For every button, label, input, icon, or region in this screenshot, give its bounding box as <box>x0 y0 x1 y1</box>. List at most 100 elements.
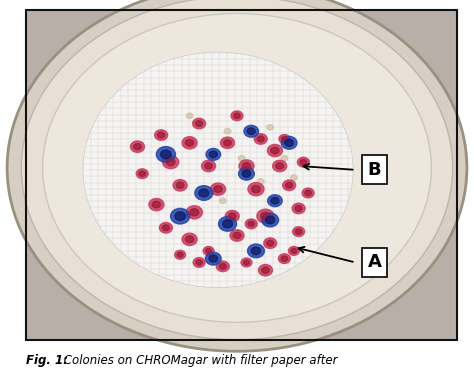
Circle shape <box>247 128 255 134</box>
Bar <box>26 10 457 340</box>
Circle shape <box>210 183 226 195</box>
Circle shape <box>239 160 254 172</box>
Circle shape <box>185 236 194 243</box>
Circle shape <box>297 157 310 167</box>
Ellipse shape <box>43 14 431 322</box>
Circle shape <box>219 263 227 269</box>
Circle shape <box>264 238 277 249</box>
Circle shape <box>225 210 239 222</box>
Circle shape <box>219 198 226 203</box>
Circle shape <box>247 244 264 258</box>
Circle shape <box>244 125 258 137</box>
Circle shape <box>281 256 288 261</box>
Circle shape <box>177 252 183 257</box>
Circle shape <box>176 182 184 188</box>
Circle shape <box>224 140 231 146</box>
Circle shape <box>210 151 217 157</box>
Circle shape <box>295 229 302 234</box>
Circle shape <box>267 125 273 130</box>
Circle shape <box>279 134 290 143</box>
Circle shape <box>186 206 202 219</box>
Circle shape <box>288 247 300 256</box>
Circle shape <box>162 225 170 231</box>
Text: B: B <box>368 161 381 179</box>
Ellipse shape <box>21 0 453 340</box>
Circle shape <box>195 120 203 127</box>
Circle shape <box>242 163 251 169</box>
Circle shape <box>265 216 275 224</box>
Circle shape <box>278 254 291 264</box>
Circle shape <box>271 147 279 154</box>
Circle shape <box>219 217 237 231</box>
Circle shape <box>244 260 249 265</box>
Circle shape <box>195 186 213 200</box>
Circle shape <box>190 209 199 216</box>
Circle shape <box>216 261 229 272</box>
Circle shape <box>285 139 293 146</box>
Circle shape <box>136 169 148 179</box>
Circle shape <box>262 213 279 227</box>
Text: A: A <box>367 254 382 271</box>
Text: Fig. 1:: Fig. 1: <box>26 354 68 367</box>
Circle shape <box>206 149 220 160</box>
Circle shape <box>230 230 244 241</box>
Circle shape <box>238 156 245 161</box>
Circle shape <box>214 186 222 193</box>
Circle shape <box>252 186 260 193</box>
Circle shape <box>268 195 282 207</box>
Circle shape <box>292 227 305 237</box>
Circle shape <box>248 183 264 196</box>
Circle shape <box>285 182 293 188</box>
Circle shape <box>276 163 283 169</box>
Circle shape <box>261 212 270 220</box>
Circle shape <box>182 137 197 149</box>
Circle shape <box>152 201 161 208</box>
Circle shape <box>251 247 261 255</box>
Circle shape <box>196 260 202 265</box>
Circle shape <box>174 250 186 259</box>
Circle shape <box>134 144 141 150</box>
Circle shape <box>231 111 243 121</box>
Circle shape <box>201 160 216 172</box>
Circle shape <box>186 113 193 119</box>
Circle shape <box>248 221 255 227</box>
Circle shape <box>262 267 269 273</box>
Circle shape <box>292 203 305 214</box>
Circle shape <box>282 137 287 141</box>
Circle shape <box>182 233 197 245</box>
Circle shape <box>156 147 175 162</box>
Text: Colonies on CHROMagar with filter paper after: Colonies on CHROMagar with filter paper … <box>60 354 337 367</box>
Circle shape <box>223 220 232 228</box>
Circle shape <box>155 130 168 141</box>
Circle shape <box>257 136 264 142</box>
Circle shape <box>281 156 288 161</box>
Circle shape <box>273 160 287 172</box>
Circle shape <box>305 190 311 196</box>
Circle shape <box>238 167 255 180</box>
Circle shape <box>224 129 231 134</box>
Circle shape <box>192 118 206 129</box>
Circle shape <box>209 255 218 262</box>
Circle shape <box>157 132 165 138</box>
Circle shape <box>205 252 221 265</box>
Circle shape <box>175 212 185 220</box>
Circle shape <box>171 208 190 224</box>
Circle shape <box>257 179 264 184</box>
Circle shape <box>193 257 205 267</box>
Circle shape <box>283 180 296 191</box>
Circle shape <box>166 159 175 166</box>
Circle shape <box>258 264 273 276</box>
Circle shape <box>159 222 173 233</box>
Circle shape <box>302 188 314 198</box>
Circle shape <box>130 141 145 152</box>
Circle shape <box>291 249 297 253</box>
Ellipse shape <box>83 52 353 288</box>
Circle shape <box>242 170 251 177</box>
Circle shape <box>281 136 297 149</box>
Ellipse shape <box>7 0 467 351</box>
Circle shape <box>271 198 279 204</box>
Circle shape <box>233 232 241 239</box>
Circle shape <box>295 205 302 212</box>
Circle shape <box>254 134 267 144</box>
Circle shape <box>203 247 214 256</box>
